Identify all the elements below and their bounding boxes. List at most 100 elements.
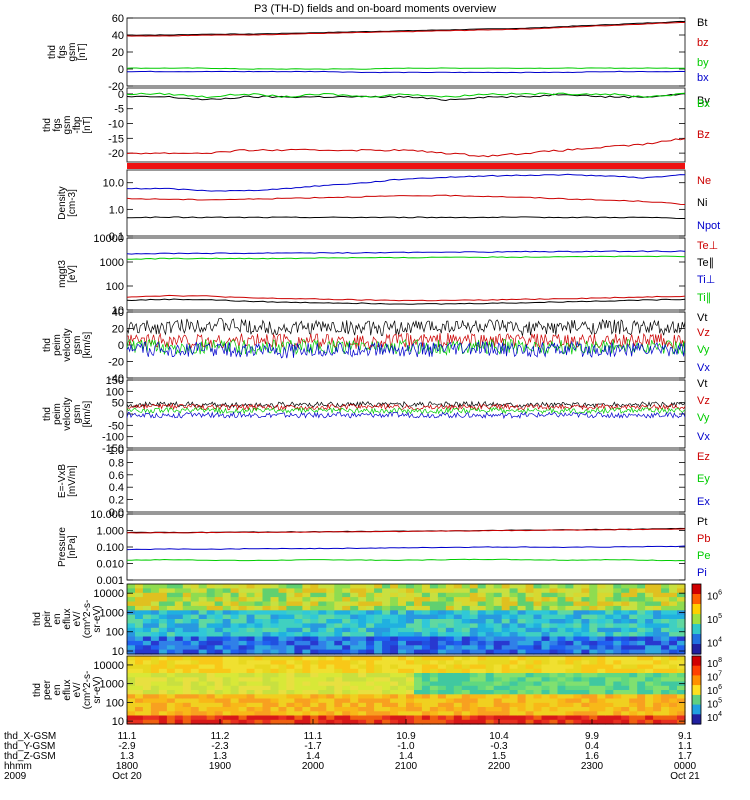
spectrogram-cell — [661, 592, 670, 598]
spectrogram-cell — [222, 685, 232, 691]
spectrogram-cell — [390, 592, 399, 598]
spectrogram-cell — [493, 636, 503, 642]
spectrogram-cell — [533, 649, 543, 655]
spectrogram-cell — [294, 619, 303, 624]
spectrogram-cell — [127, 685, 136, 691]
spectrogram-cell — [645, 711, 654, 717]
spectrogram-cell — [421, 664, 431, 670]
spectrogram-cell — [246, 597, 256, 603]
spectrogram-cell — [214, 640, 224, 646]
spectrogram-cell — [421, 640, 431, 646]
spectrogram-cell — [302, 694, 311, 700]
x-row-value: -1.0 — [397, 741, 415, 752]
spectrogram-cell — [493, 610, 503, 616]
spectrogram-cell — [135, 660, 144, 666]
spectrogram-cell — [485, 673, 495, 678]
spectrogram-cell — [406, 636, 415, 642]
spectrogram-cell — [613, 645, 622, 651]
series-line-Te⊥ — [126, 294, 686, 302]
spectrogram-cell — [661, 610, 670, 616]
spectrogram-cell — [374, 645, 383, 651]
spectrogram-cell — [302, 681, 311, 687]
spectrogram-cell — [669, 668, 678, 674]
series-line-Vt — [126, 317, 686, 336]
spectrogram-cell — [206, 702, 216, 708]
spectrogram-cell — [286, 668, 295, 674]
spectrogram-cell — [541, 681, 551, 687]
spectrogram-cell — [246, 673, 256, 678]
spectrogram-cell — [127, 592, 136, 598]
spectrogram-cell — [429, 668, 439, 674]
y-tick-label: 100 — [106, 697, 124, 709]
y-tick-label: -20 — [108, 81, 124, 93]
spectrogram-cell — [294, 690, 303, 695]
spectrogram-cell — [398, 601, 407, 607]
spectrogram-cell — [421, 614, 431, 620]
spectrogram-cell — [254, 673, 264, 678]
spectrogram-cell — [557, 597, 567, 603]
spectrogram-cell — [589, 656, 598, 661]
spectrogram-cell — [262, 707, 272, 712]
spectrogram-cell — [406, 656, 415, 661]
spectrogram-cell — [613, 588, 622, 594]
spectrogram-cell — [429, 614, 439, 620]
spectrogram-cell — [469, 584, 479, 589]
series-line-Bx — [126, 92, 686, 99]
y-axis-label: [km/s] — [82, 331, 93, 358]
spectrogram-cell — [182, 715, 192, 721]
spectrogram-cell — [541, 592, 551, 598]
spectrogram-cell — [414, 711, 423, 717]
spectrogram-cell — [525, 623, 535, 629]
spectrogram-cell — [597, 623, 606, 629]
spectrogram-cell — [214, 592, 224, 598]
spectrogram-cell — [286, 656, 295, 661]
spectrogram-cell — [581, 636, 590, 642]
spectrogram-cell — [334, 702, 343, 708]
spectrogram-cell — [374, 719, 383, 725]
spectrogram-cell — [501, 656, 511, 661]
spectrogram-cell — [406, 632, 415, 638]
spectrogram-cell — [318, 584, 327, 589]
spectrogram-cell — [310, 673, 319, 678]
spectrogram-cell — [669, 656, 678, 661]
colorbar-tick-label: 104 — [707, 711, 722, 724]
spectrogram-cell — [429, 719, 439, 725]
spectrogram-cell — [669, 623, 678, 629]
spectrogram-cell — [653, 640, 662, 646]
spectrogram-cell — [461, 681, 471, 687]
spectrogram-cell — [374, 627, 383, 633]
spectrogram-cell — [437, 584, 447, 589]
y-tick-label: 1000 — [100, 679, 124, 691]
spectrogram-cell — [501, 640, 511, 646]
spectrogram-cell — [429, 627, 439, 633]
spectrogram-cell — [326, 707, 335, 712]
spectrogram-cell — [166, 623, 176, 629]
spectrogram-cell — [677, 592, 686, 598]
spectrogram-cell — [150, 668, 160, 674]
spectrogram-cell — [485, 707, 495, 712]
spectrogram-cell — [477, 664, 487, 670]
colorbar-segment — [692, 584, 701, 595]
spectrogram-cell — [629, 601, 638, 607]
spectrogram-cell — [637, 702, 646, 708]
spectrogram-cell — [158, 623, 168, 629]
spectrogram-cell — [525, 601, 535, 607]
spectrogram-cell — [429, 601, 439, 607]
spectrogram-cell — [398, 690, 407, 695]
spectrogram-cell — [166, 660, 176, 666]
spectrogram-cell — [254, 588, 264, 594]
spectrogram-cell — [453, 597, 463, 603]
spectrogram-cell — [414, 636, 423, 642]
spectrogram-cell — [421, 690, 431, 695]
spectrogram-cell — [406, 649, 415, 655]
spectrogram-cell — [382, 668, 391, 674]
spectrogram-cell — [605, 707, 614, 712]
spectrogram-cell — [541, 619, 551, 624]
spectrogram-cell — [310, 715, 319, 721]
spectrogram-cell — [142, 702, 152, 708]
spectrogram-cell — [182, 601, 192, 607]
spectrogram-cell — [302, 711, 311, 717]
spectrogram-cell — [398, 715, 407, 721]
legend-label: bz — [697, 37, 709, 49]
spectrogram-cell — [302, 592, 311, 598]
